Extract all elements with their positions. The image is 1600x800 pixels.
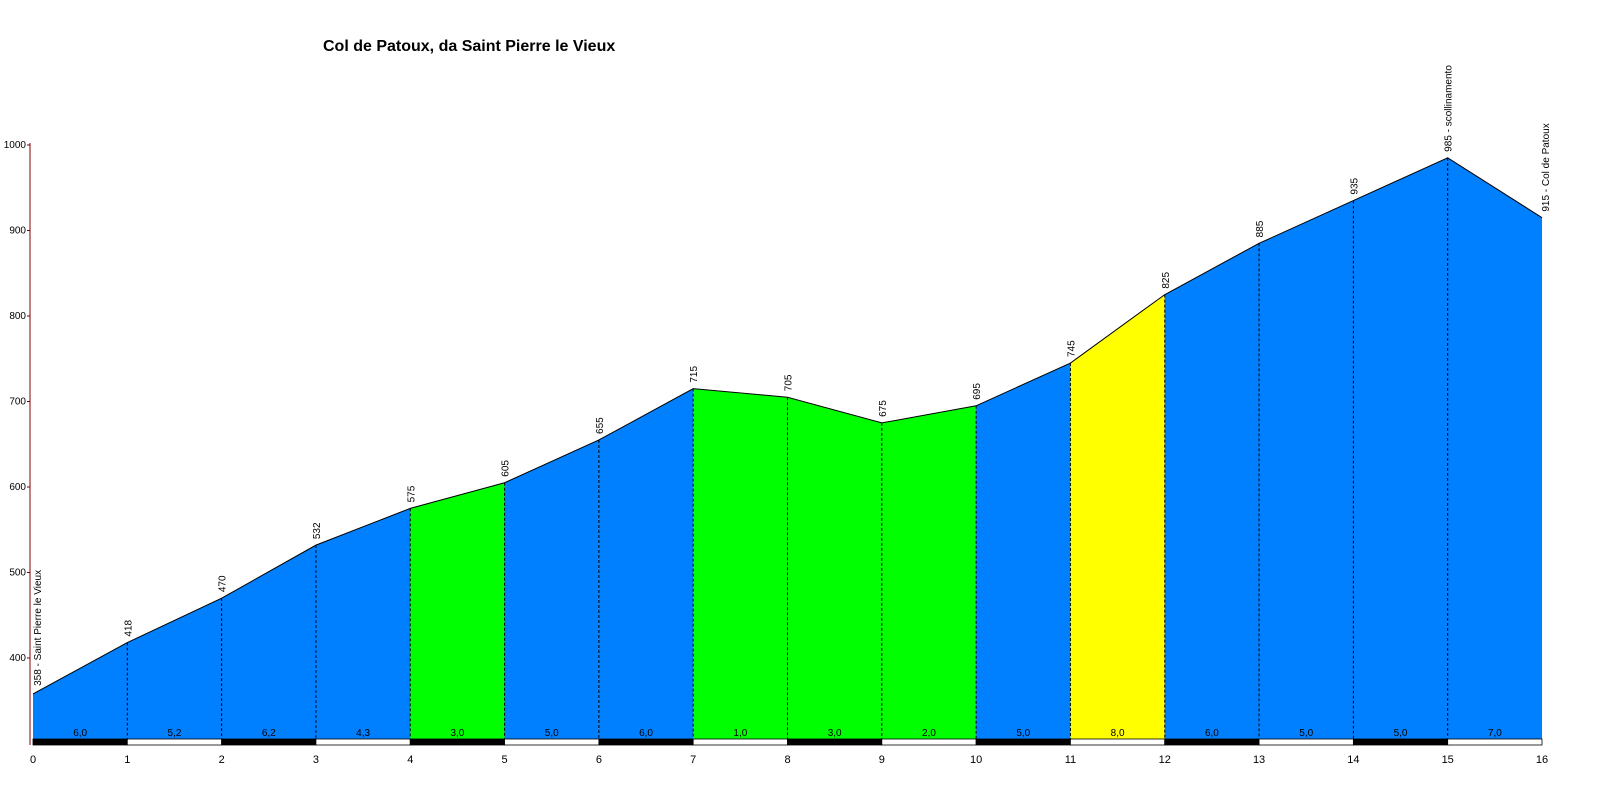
profile-segment-14: [1353, 157, 1448, 739]
x-tick-label-15: 15: [1442, 754, 1454, 766]
gradient-band-1: [126, 738, 223, 746]
profile-segment-13: [1259, 200, 1354, 739]
gradient-band-14: [1352, 738, 1449, 746]
gradient-band-4: [409, 738, 505, 746]
gradient-label-6: 6,0: [639, 728, 653, 739]
profile-segment-9: [881, 405, 977, 739]
profile-segment-8: [787, 397, 882, 739]
gradient-band-9: [881, 738, 977, 746]
gradient-label-14: 5,0: [1394, 728, 1408, 739]
gradient-label-10: 5,0: [1016, 728, 1030, 739]
elevation-label-8: 705: [784, 374, 795, 391]
elevation-label-11: 745: [1066, 340, 1077, 357]
profile-segment-5: [504, 439, 599, 739]
gradient-label-9: 2,0: [922, 728, 936, 739]
gradient-label-1: 5,2: [168, 728, 182, 739]
gradient-label-4: 3,0: [450, 728, 464, 739]
elevation-label-2: 470: [218, 575, 229, 592]
profile-segment-4: [410, 482, 505, 739]
profile-segment-0: [33, 642, 128, 739]
x-tick-label-16: 16: [1536, 754, 1548, 766]
x-tick-label-7: 7: [690, 754, 696, 766]
gradient-label-7: 1,0: [733, 728, 747, 739]
gradient-band-12: [1164, 738, 1260, 746]
elevation-label-1: 418: [123, 619, 134, 636]
gradient-band-10: [975, 738, 1071, 746]
gradient-band-8: [787, 738, 883, 746]
gradient-label-0: 6,0: [73, 728, 87, 739]
elevation-label-12: 825: [1161, 272, 1172, 289]
elevation-label-9: 675: [878, 400, 889, 417]
chart-title: Col de Patoux, da Saint Pierre le Vieux: [323, 38, 616, 55]
x-tick-label-3: 3: [313, 754, 319, 766]
profile-segment-10: [976, 363, 1071, 739]
profile-segment-2: [221, 545, 316, 739]
elevation-label-10: 695: [972, 383, 983, 400]
elevation-label-16: 915 - Col de Patoux: [1541, 123, 1552, 211]
y-tick-label-2: 600: [9, 482, 26, 493]
gradient-label-13: 5,0: [1299, 728, 1313, 739]
gradient-band-0: [32, 738, 128, 746]
y-tick-label-3: 700: [9, 397, 26, 408]
gradient-label-12: 6,0: [1205, 728, 1219, 739]
gradient-label-3: 4,3: [356, 728, 370, 739]
elevation-label-6: 655: [595, 417, 606, 434]
x-tick-label-8: 8: [784, 754, 790, 766]
gradient-label-15: 7,0: [1488, 728, 1502, 739]
profile-segment-7: [693, 388, 788, 739]
profile-segment-12: [1164, 243, 1260, 739]
x-tick-label-6: 6: [596, 754, 602, 766]
x-tick-label-12: 12: [1159, 754, 1171, 766]
y-tick-label-0: 400: [9, 653, 26, 664]
x-tick-label-4: 4: [407, 754, 413, 766]
profile-segment-6: [598, 388, 694, 739]
profile-segment-11: [1070, 294, 1165, 739]
x-tick-label-11: 11: [1065, 754, 1076, 766]
gradient-band-13: [1258, 738, 1354, 746]
x-tick-label-10: 10: [970, 754, 982, 766]
elevation-label-5: 605: [501, 460, 512, 477]
x-tick-label-9: 9: [879, 754, 885, 766]
x-tick-label-1: 1: [124, 754, 130, 766]
profile-outline: [32, 157, 1543, 695]
elevation-label-4: 575: [406, 485, 417, 502]
x-tick-label-2: 2: [219, 754, 225, 766]
gradient-band-5: [504, 738, 600, 746]
gradient-label-11: 8,0: [1111, 728, 1125, 739]
elevation-label-14: 935: [1349, 177, 1360, 194]
x-tick-label-5: 5: [502, 754, 508, 766]
y-tick-label-1: 500: [9, 568, 26, 579]
x-tick-label-0: 0: [30, 754, 36, 766]
gradient-label-5: 5,0: [545, 728, 559, 739]
profile-segment-1: [127, 598, 222, 739]
x-tick-label-13: 13: [1253, 754, 1265, 766]
elevation-label-7: 715: [689, 366, 700, 383]
elevation-label-3: 532: [312, 522, 323, 539]
elevation-label-13: 885: [1255, 220, 1266, 237]
gradient-label-8: 3,0: [828, 728, 842, 739]
x-tick-label-14: 14: [1347, 754, 1359, 766]
elevation-label-15: 985 - scollinamento: [1444, 65, 1455, 152]
elevation-label-0: 358 - Saint Pierre le Vieux: [33, 570, 44, 686]
gradient-band-11: [1070, 738, 1166, 746]
gradient-label-2: 6,2: [262, 728, 276, 739]
gradient-band-3: [315, 738, 411, 746]
y-tick-label-6: 1000: [4, 140, 27, 151]
gradient-band-15: [1447, 738, 1543, 746]
gradient-band-2: [221, 738, 317, 746]
y-tick-label-4: 800: [9, 311, 26, 322]
gradient-band-7: [692, 738, 788, 746]
gradient-band-6: [598, 738, 694, 746]
profile-segment-15: [1447, 157, 1542, 739]
y-tick-label-5: 900: [9, 226, 26, 237]
profile-segment-3: [315, 508, 411, 739]
